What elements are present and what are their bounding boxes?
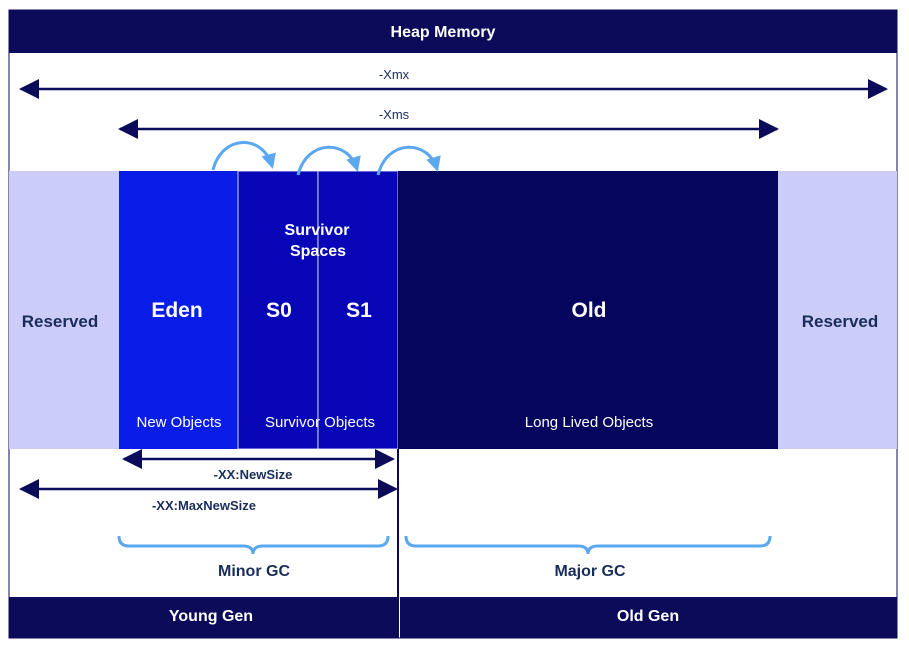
eden-to-s0-arrow — [211, 141, 276, 171]
minor-gc-brace — [117, 535, 390, 555]
old-label: Old — [572, 299, 607, 322]
xmx-label: -Xmx — [379, 67, 410, 82]
reserved-right-label: Reserved — [802, 312, 879, 331]
old-gen-bar — [400, 597, 897, 638]
maxnewsize-label: -XX:MaxNewSize — [152, 498, 256, 513]
survivor-spaces-title-line1: Survivor — [285, 222, 350, 239]
s1-label: S1 — [346, 299, 372, 322]
survivor-spaces-title-line2: Spaces — [290, 243, 346, 260]
eden-caption: New Objects — [136, 414, 221, 431]
old-region — [398, 171, 778, 449]
reserved-right-region — [778, 171, 897, 449]
s1-to-old-arrow — [376, 145, 441, 176]
xms-label: -Xms — [379, 107, 410, 122]
diagram-title: Heap Memory — [391, 24, 496, 41]
young-gen-label: Young Gen — [169, 608, 253, 625]
old-caption: Long Lived Objects — [525, 414, 653, 431]
survivor-caption: Survivor Objects — [265, 414, 375, 431]
old-gen-label: Old Gen — [617, 608, 679, 625]
major-gc-brace — [404, 535, 772, 555]
reserved-left-region — [9, 171, 119, 449]
minor-gc-label: Minor GC — [218, 563, 290, 580]
header-bar — [9, 10, 897, 53]
major-gc-label: Major GC — [554, 563, 626, 580]
newsize-label: -XX:NewSize — [214, 467, 293, 482]
young-gen-bar — [9, 597, 397, 638]
s1-region — [317, 170, 399, 450]
s0-label: S0 — [266, 299, 292, 322]
reserved-left-label: Reserved — [22, 312, 99, 331]
s0-to-s1-arrow — [296, 145, 361, 176]
s0-region — [237, 170, 319, 450]
eden-label: Eden — [151, 299, 202, 322]
eden-region — [119, 171, 238, 449]
